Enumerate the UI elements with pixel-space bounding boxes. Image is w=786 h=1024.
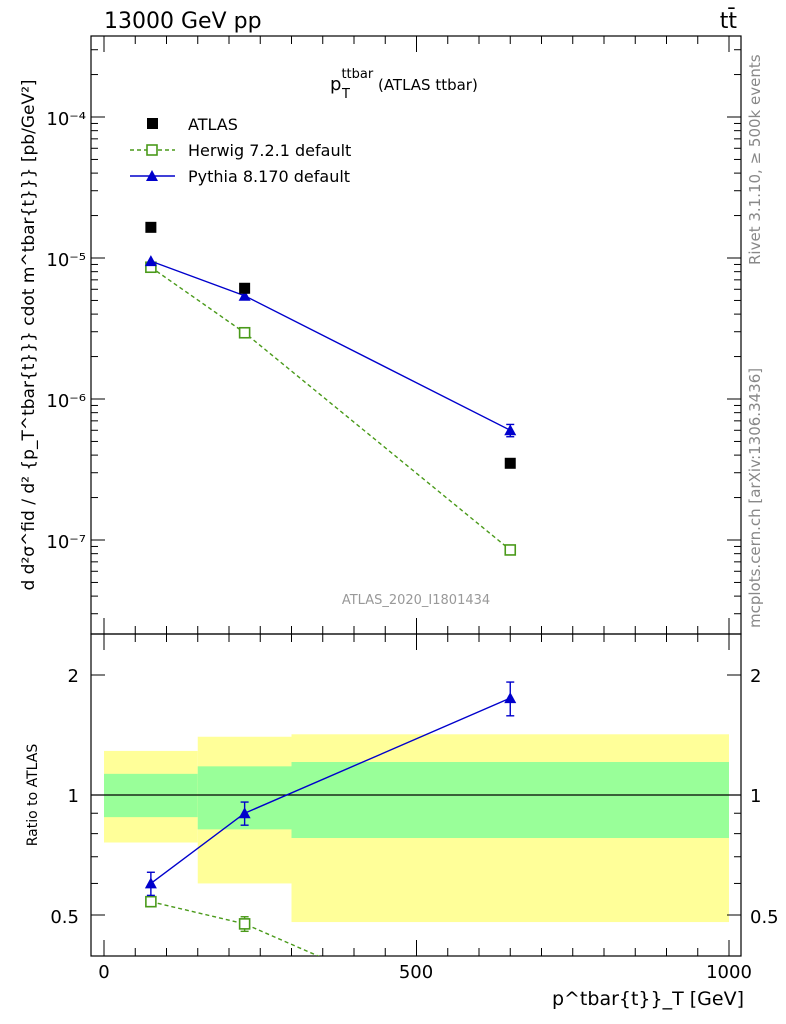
pythia-point: [144, 255, 157, 267]
herwig-point: [238, 326, 251, 339]
xlabel: p^tbar{t}}_T [GeV]: [552, 988, 744, 1010]
atlas-point: [239, 282, 251, 294]
legend-label-pythia: Pythia 8.170 default: [188, 167, 350, 186]
pythia-ratio-point: [144, 877, 157, 889]
ytick-label-1e-4: 10⁻⁴: [46, 109, 86, 130]
herwig-point: [504, 544, 517, 556]
green-band-2: [291, 761, 729, 839]
ytick-label-1e-5: 10⁻⁵: [46, 250, 86, 271]
ratio-ytick-2-right: 2: [750, 666, 761, 687]
main-ytick-labels: 10⁻⁴ 10⁻⁵ 10⁻⁶ 10⁻⁷: [46, 109, 86, 553]
axis-ticks: [91, 36, 741, 956]
source-label: mcplots.cern.ch [arXiv:1306.3436]: [746, 368, 764, 628]
herwig-line: [150, 266, 511, 551]
pythia-ratio-point: [504, 692, 517, 704]
xtick-labels: 0 500 1000: [98, 962, 752, 983]
legend-marker-herwig: [146, 144, 158, 156]
herwig-ratio-point: [145, 895, 157, 908]
ratio-ytick-05-left: 0.5: [50, 907, 79, 928]
ratio-ytick-1-right: 1: [750, 786, 761, 807]
ratio-ytick-1-left: 1: [68, 786, 79, 807]
analysis-id: ATLAS_2020_I1801434: [342, 593, 490, 608]
ratio-ytick-labels: 0.5 1 2 0.5 1 2: [50, 666, 778, 928]
ratio-ylabel: Ratio to ATLAS: [25, 744, 41, 847]
energy-label: 13000 GeV pp: [104, 9, 262, 34]
main-ylabel: d d²σ^fid / d² {p_T^tbar{t}}} cdot m^tba…: [19, 79, 39, 590]
ytick-label-1e-7: 10⁻⁷: [46, 532, 86, 553]
pythia-point: [238, 289, 251, 301]
legend-marker-pythia: [146, 170, 158, 181]
ratio-ytick-2-left: 2: [68, 666, 79, 687]
legend-marker-atlas: [147, 118, 158, 129]
main-data: [144, 221, 517, 556]
pythia-ratio-point: [238, 807, 251, 819]
process-label: tt̄: [720, 8, 738, 34]
legend: ATLAS Herwig 7.2.1 default Pythia 8.170 …: [130, 115, 351, 186]
legend-label-herwig: Herwig 7.2.1 default: [188, 141, 351, 160]
pythia-line: [150, 260, 511, 431]
ytick-label-1e-6: 10⁻⁶: [46, 391, 86, 412]
ratio-ytick-05-right: 0.5: [750, 907, 779, 928]
herwig-ratio-point: [238, 918, 251, 930]
atlas-point: [145, 221, 157, 233]
xtick-label-0: 0: [98, 962, 109, 983]
xtick-label-500: 500: [399, 962, 433, 983]
atlas-point: [504, 457, 516, 469]
pythia-point: [504, 424, 517, 436]
rivet-label: Rivet 3.1.10, ≥ 500k events: [746, 54, 764, 265]
legend-label-atlas: ATLAS: [188, 115, 238, 134]
panel-title: pttbar (ATLAS ttbar): [330, 67, 478, 95]
xtick-label-1000: 1000: [706, 962, 752, 983]
ratio-data: [144, 681, 517, 956]
panel-title-subscript: T: [341, 87, 350, 102]
uncertainty-bands: [104, 734, 729, 923]
